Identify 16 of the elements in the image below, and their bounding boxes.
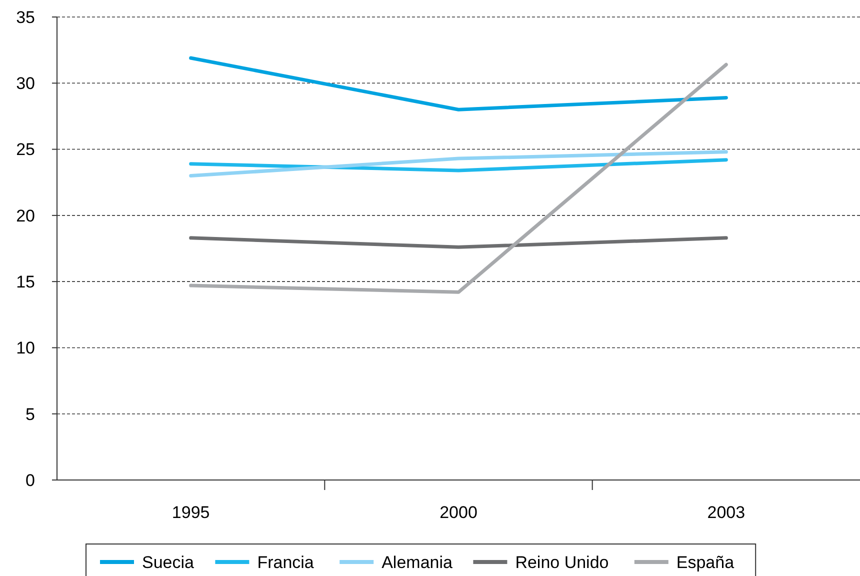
legend-label: España	[676, 552, 735, 572]
legend-label: Alemania	[382, 552, 454, 572]
legend-label: Suecia	[142, 552, 195, 572]
y-tick-label: 20	[16, 206, 35, 226]
x-tick-label: 2003	[707, 503, 746, 522]
x-tick-label: 1995	[172, 503, 210, 522]
y-tick-label: 0	[26, 470, 35, 490]
y-tick-label: 15	[16, 272, 35, 292]
y-tick-label: 35	[16, 8, 35, 27]
x-tick-label: 2000	[440, 503, 478, 522]
y-tick-label: 30	[16, 74, 35, 94]
legend-label: Reino Unido	[515, 552, 609, 572]
y-tick-label: 5	[26, 404, 35, 424]
y-tick-label: 10	[16, 338, 35, 358]
legend-label: Francia	[257, 552, 314, 572]
y-tick-label: 25	[16, 140, 35, 160]
